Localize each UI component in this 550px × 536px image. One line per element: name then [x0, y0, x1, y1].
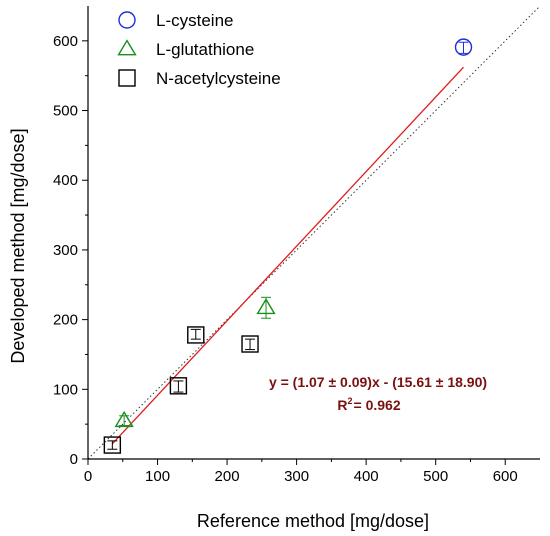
legend-label: N-acetylcysteine — [156, 69, 281, 88]
x-tick-label: 100 — [145, 468, 170, 485]
y-axis-title: Developed method [mg/dose] — [8, 128, 28, 363]
data-point-square — [169, 377, 188, 395]
x-tick-label: 300 — [284, 468, 309, 485]
legend-marker-square — [118, 69, 136, 87]
y-tick-label: 400 — [53, 172, 78, 189]
data-point-square — [103, 436, 122, 454]
x-tick-label: 600 — [493, 468, 518, 485]
data-point-triangle — [114, 410, 134, 428]
y-tick-label: 300 — [53, 242, 78, 259]
x-tick-label: 200 — [215, 468, 240, 485]
identity-line-group — [87, 5, 541, 460]
fit-equation: y = (1.07 ± 0.09)x - (15.61 ± 18.90) — [269, 374, 487, 390]
data-point-triangle — [256, 297, 276, 315]
data-point-circle — [454, 38, 473, 56]
data-point-square — [187, 326, 205, 344]
identity-line — [87, 5, 541, 460]
legend-marker-triangle — [117, 39, 137, 56]
legend: L-cysteine L-glutathione N-acetylcysteine — [117, 11, 281, 88]
legend-label: L-glutathione — [156, 40, 254, 59]
legend-label: L-cysteine — [156, 11, 233, 30]
legend-marker-circle — [118, 11, 136, 29]
r-squared-label: R2= 0.962 — [337, 396, 400, 413]
r-squared-value: = 0.962 — [354, 397, 401, 413]
data-point-square — [241, 335, 259, 353]
r-squared-superscript: 2 — [348, 396, 353, 406]
y-tick-label: 100 — [53, 381, 78, 398]
x-tick-label: 500 — [423, 468, 448, 485]
y-tick-label: 0 — [70, 451, 78, 468]
x-tick-label: 400 — [354, 468, 379, 485]
axes-group: 0 100 200 300 400 500 600 0 100 200 300 400 500 600 — [53, 6, 540, 485]
data-points-group — [103, 38, 473, 454]
r-squared-prefix: R — [337, 397, 347, 413]
y-tick-label: 500 — [53, 103, 78, 120]
x-tick-label: 0 — [84, 468, 92, 485]
y-tick-label: 200 — [53, 312, 78, 329]
x-axis-title: Reference method [mg/dose] — [197, 511, 429, 531]
y-tick-label: 600 — [53, 33, 78, 50]
